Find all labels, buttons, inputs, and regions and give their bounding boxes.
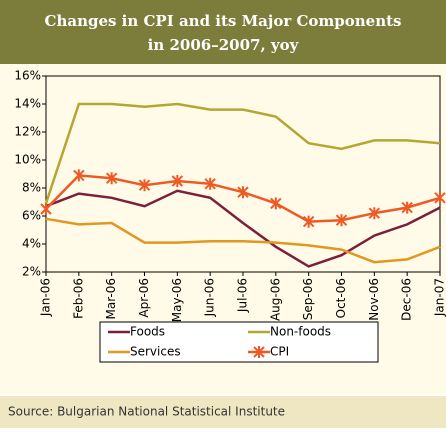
chart-title: in 2006–2007, yoy	[148, 36, 300, 54]
legend-label: Non-foods	[270, 325, 331, 339]
legend-label: Foods	[130, 325, 165, 339]
x-tick-label: Apr-06	[137, 278, 151, 318]
y-tick-label: 4%	[22, 237, 41, 251]
x-tick-label: Nov-06	[367, 278, 381, 321]
y-tick-label: 14%	[14, 97, 41, 111]
x-tick-label: Aug-06	[268, 278, 282, 321]
legend-label: CPI	[270, 345, 289, 359]
x-tick-label: Jan-06	[39, 278, 53, 317]
y-tick-label: 16%	[14, 69, 41, 83]
title-band	[0, 0, 446, 64]
x-tick-label: Sep-06	[301, 278, 315, 320]
y-tick-label: 6%	[22, 209, 41, 223]
y-tick-label: 12%	[14, 125, 41, 139]
x-tick-label: Jun-06	[203, 278, 217, 317]
legend-label: Services	[130, 345, 181, 359]
x-tick-label: Feb-06	[71, 278, 85, 319]
y-tick-label: 2%	[22, 265, 41, 279]
x-tick-label: May-06	[170, 278, 184, 322]
y-tick-label: 8%	[22, 181, 41, 195]
x-tick-label: Oct-06	[334, 278, 348, 318]
x-tick-label: Dec-06	[400, 278, 414, 321]
x-tick-label: Jan-07	[433, 278, 446, 317]
y-tick-label: 10%	[14, 153, 41, 167]
x-tick-label: Mar-06	[104, 278, 118, 319]
chart-title: Changes in CPI and its Major Components	[45, 12, 402, 30]
source: Source: Bulgarian National Statistical I…	[8, 405, 285, 419]
x-tick-label: Jul-06	[236, 278, 250, 313]
